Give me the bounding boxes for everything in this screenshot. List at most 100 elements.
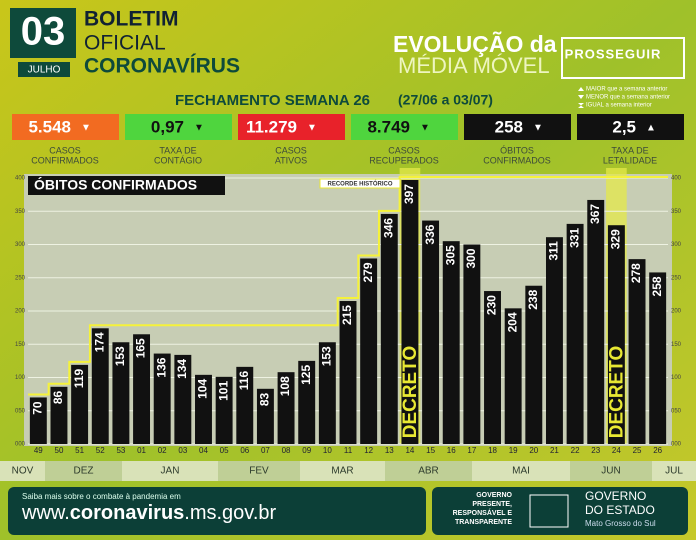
x-tick-label: 11 bbox=[344, 446, 353, 455]
motto: TRANSPARENTE bbox=[455, 519, 512, 526]
bar-label: 329 bbox=[609, 229, 623, 249]
x-tick-label: 10 bbox=[323, 446, 332, 455]
bar bbox=[174, 354, 192, 444]
x-tick-label: 12 bbox=[364, 446, 373, 455]
bar-label: 311 bbox=[547, 241, 561, 261]
stat-trend: ▼ bbox=[81, 123, 91, 134]
bar bbox=[256, 388, 274, 444]
month-label: DEZ bbox=[74, 466, 94, 477]
bar bbox=[607, 225, 625, 444]
x-tick-label: 20 bbox=[529, 446, 538, 455]
bar bbox=[484, 291, 501, 444]
month-band bbox=[652, 461, 696, 481]
x-tick-label: 19 bbox=[509, 446, 518, 455]
month-box bbox=[18, 62, 70, 77]
legend-text: IGUAL a semana interior bbox=[586, 103, 652, 109]
month-label: NOV bbox=[12, 466, 34, 477]
bar bbox=[587, 199, 605, 444]
url-part: coronavirus bbox=[70, 502, 184, 524]
emblem bbox=[529, 494, 569, 528]
bar-label: 300 bbox=[464, 248, 478, 268]
stat-box bbox=[125, 114, 232, 140]
bar bbox=[360, 258, 378, 444]
x-tick-label: 24 bbox=[612, 446, 621, 455]
bar bbox=[649, 272, 667, 444]
month-label: MAI bbox=[512, 466, 530, 477]
legend-text: MENOR que a semana anterior bbox=[586, 95, 670, 101]
bar bbox=[318, 342, 336, 444]
x-tick-label: 01 bbox=[137, 446, 146, 455]
y-tick-label: 200 bbox=[671, 309, 682, 315]
y-tick-label: 100 bbox=[15, 375, 26, 381]
stat-label: ÓBITOS bbox=[500, 145, 534, 155]
state: Mato Grosso do Sul bbox=[585, 519, 656, 528]
bar bbox=[277, 372, 295, 444]
bar-label: 125 bbox=[299, 365, 313, 385]
stat-trend: ▼ bbox=[533, 123, 543, 134]
x-tick-label: 08 bbox=[282, 446, 291, 455]
month-band bbox=[385, 461, 472, 481]
summary-period: (27/06 a 03/07) bbox=[398, 92, 493, 108]
annotation: DECRETO bbox=[606, 346, 627, 439]
annotation: DECRETO bbox=[400, 346, 421, 439]
y-tick-label: 400 bbox=[15, 176, 26, 182]
bar bbox=[50, 386, 68, 444]
motto: RESPONSÁVEL E bbox=[453, 508, 513, 517]
bar bbox=[442, 241, 460, 444]
stat-label: LETALIDADE bbox=[603, 155, 657, 165]
gov-box bbox=[432, 487, 688, 535]
bar bbox=[195, 374, 212, 444]
x-tick-label: 06 bbox=[240, 446, 249, 455]
x-tick-label: 50 bbox=[55, 446, 64, 455]
x-tick-label: 22 bbox=[571, 446, 580, 455]
month-band bbox=[472, 461, 570, 481]
bar-label: 165 bbox=[134, 338, 148, 358]
bar-label: 230 bbox=[485, 295, 499, 315]
y-tick-label: 050 bbox=[15, 408, 26, 414]
record-line bbox=[28, 175, 668, 396]
x-tick-label: 03 bbox=[178, 446, 187, 455]
stat-label: CONTÁGIO bbox=[154, 155, 202, 165]
x-tick-label: 18 bbox=[488, 446, 497, 455]
footer-intro: Saiba mais sobre o combate à pandemia em bbox=[22, 492, 181, 501]
stat-value: 0,97 bbox=[151, 117, 184, 136]
chart-title: ÓBITOS CONFIRMADOS bbox=[34, 176, 197, 193]
y-tick-label: 100 bbox=[671, 375, 682, 381]
bar bbox=[339, 301, 357, 444]
month: JULHO bbox=[28, 65, 61, 76]
x-tick-label: 16 bbox=[447, 446, 456, 455]
month-label: FEV bbox=[249, 466, 269, 477]
x-tick-label: 25 bbox=[633, 446, 642, 455]
bar-label: 331 bbox=[567, 228, 581, 248]
x-tick-label: 52 bbox=[96, 446, 105, 455]
bar bbox=[112, 342, 130, 444]
title-line: BOLETIM bbox=[84, 8, 179, 31]
x-tick-label: 26 bbox=[653, 446, 662, 455]
bar bbox=[525, 285, 543, 444]
gov: GOVERNO bbox=[585, 489, 646, 503]
bar bbox=[71, 364, 89, 444]
motto: PRESENTE, bbox=[472, 501, 512, 508]
record-label: RECORDE HISTÓRICO bbox=[327, 180, 392, 188]
x-tick-label: 17 bbox=[467, 446, 476, 455]
bar bbox=[215, 376, 233, 444]
bar-label: 215 bbox=[340, 305, 354, 325]
record-box bbox=[319, 178, 401, 189]
y-tick-label: 350 bbox=[15, 209, 26, 215]
stat-value: 8.749 bbox=[367, 117, 410, 136]
month-band bbox=[218, 461, 300, 481]
stat-trend: ▼ bbox=[307, 123, 317, 134]
stat-box bbox=[577, 114, 684, 140]
y-tick-label: 000 bbox=[15, 442, 26, 448]
bar bbox=[628, 259, 646, 444]
stat-value: 5.548 bbox=[28, 117, 71, 136]
chart-title-box bbox=[28, 176, 225, 195]
brand: PROSSEGUIR bbox=[565, 46, 662, 61]
bar bbox=[91, 328, 109, 444]
stat-label: RECUPERADOS bbox=[369, 155, 439, 165]
bar bbox=[463, 244, 481, 444]
y-tick-label: 000 bbox=[671, 442, 682, 448]
y-tick-label: 200 bbox=[15, 309, 26, 315]
summary-title: FECHAMENTO SEMANA 26 bbox=[175, 92, 370, 109]
